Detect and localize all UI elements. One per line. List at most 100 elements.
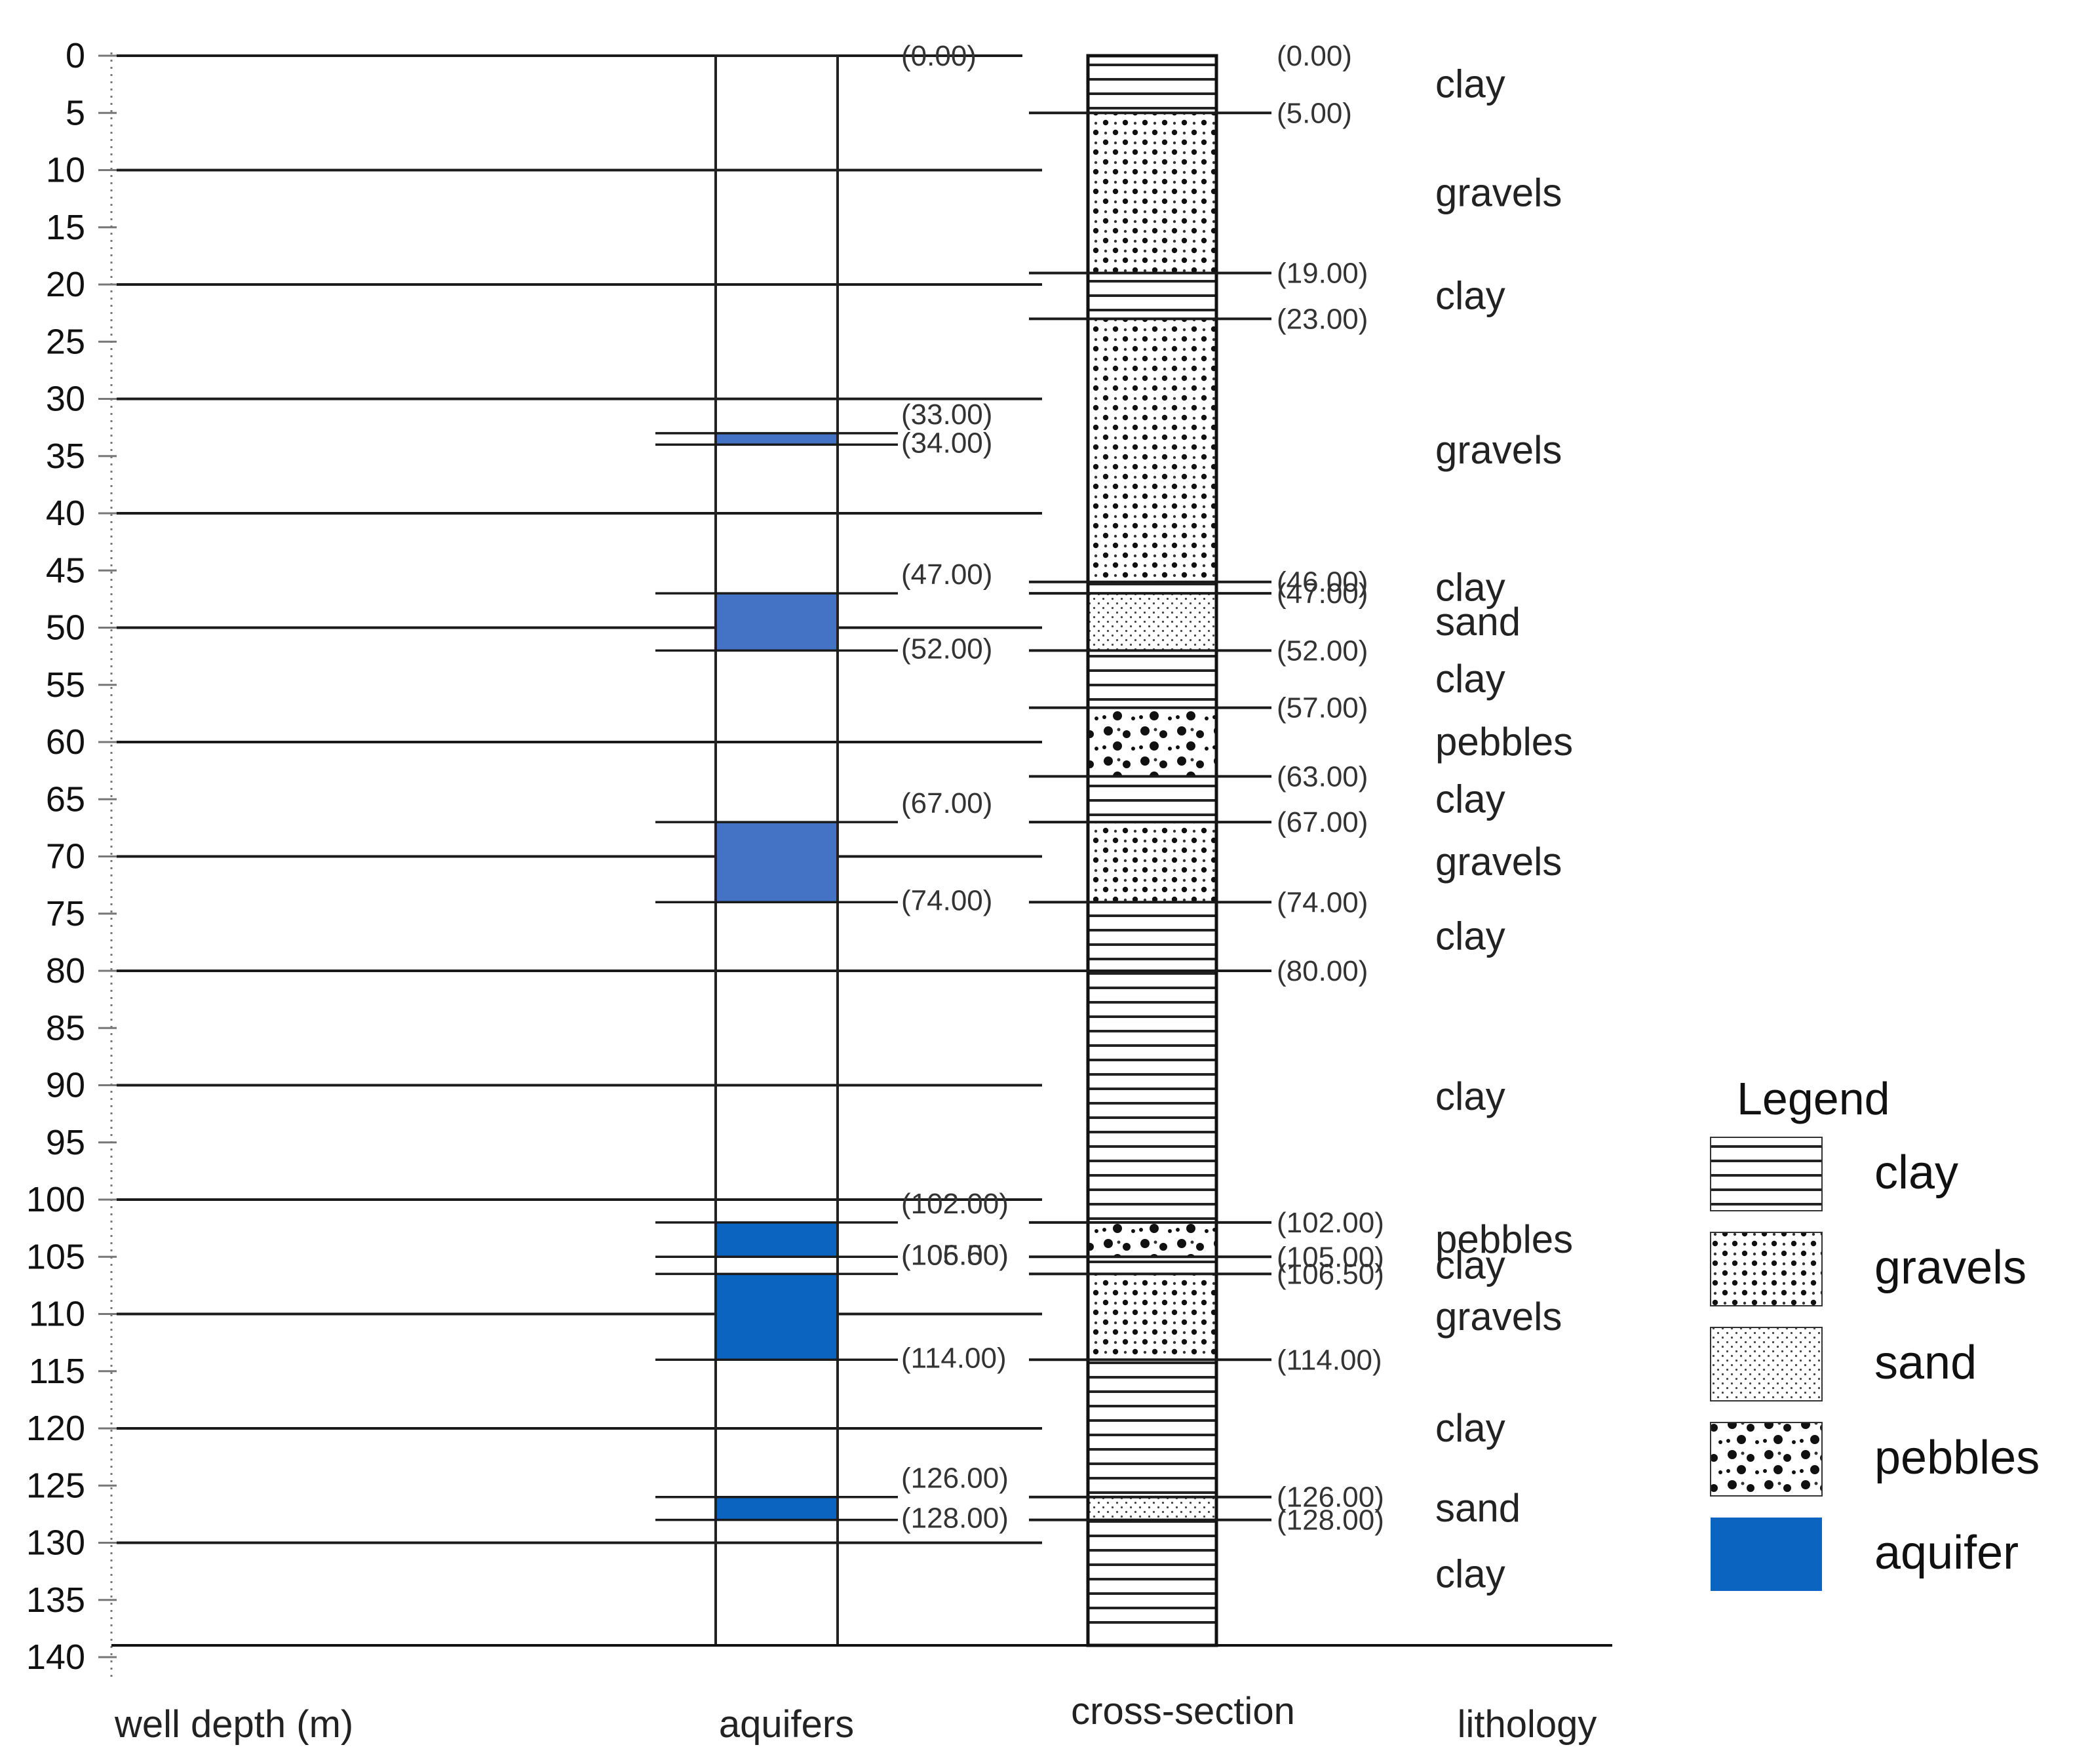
lithology-layer-pebbles — [1089, 1222, 1215, 1257]
depth-tick-label: 110 — [29, 1295, 85, 1334]
aquifer-depth-label: (34.00) — [901, 427, 992, 459]
lithology-depth-label: (106.50) — [1277, 1258, 1384, 1290]
aquifer-block — [717, 822, 836, 903]
lithology-label: sand — [1435, 1486, 1521, 1530]
lithology-label: clay — [1435, 1406, 1505, 1450]
aquifer-block — [717, 1497, 836, 1520]
lithology-boundaries: (0.00) (5.00) (19.00) (23.00) (46.00)(47.00)… — [1029, 40, 1384, 1537]
depth-axis: 0 5 10 15 20 25 30 35 40 45 50 55 60 65 70 75 80 85 90 95 10… — [26, 36, 117, 1678]
legend-label: pebbles — [1874, 1432, 2040, 1484]
lithology-label: gravels — [1435, 170, 1562, 214]
depth-tick-label: 90 — [46, 1066, 85, 1105]
legend: Legend clay gravels sand pebbles aquifer — [1710, 1073, 2040, 1591]
lithology-depth-label: (128.00) — [1277, 1504, 1384, 1537]
depth-tick-label: 115 — [29, 1352, 85, 1391]
aquifer-block — [717, 433, 836, 445]
lithology-depth-label: (52.00) — [1277, 635, 1368, 667]
lithology-layer-gravels — [1089, 113, 1215, 273]
lithology-label: sand — [1435, 600, 1521, 644]
lithology-layer-pebbles — [1089, 707, 1215, 777]
lithology-layer-clay — [1089, 1360, 1215, 1497]
lithology-depth-label: (19.00) — [1277, 258, 1368, 290]
depth-tick-label: 15 — [46, 208, 85, 247]
aquifer-block — [717, 1274, 836, 1360]
lithology-label: clay — [1435, 657, 1505, 701]
lithology-layer-sand — [1089, 593, 1215, 651]
lithology-label: clay — [1435, 777, 1505, 821]
depth-tick-label: 100 — [26, 1180, 85, 1219]
depth-tick-label: 75 — [46, 894, 85, 933]
depth-tick-label: 0 — [66, 36, 85, 75]
legend-label: sand — [1874, 1337, 1977, 1389]
legend-label: gravels — [1874, 1242, 2026, 1294]
legend-label: clay — [1874, 1147, 1958, 1199]
aquifer-depth-label: (33.00) — [901, 399, 992, 431]
aquifer-block — [717, 593, 836, 651]
lithology-depth-label: (57.00) — [1277, 692, 1368, 724]
cross-section-column-title: cross-section — [1071, 1690, 1295, 1733]
depth-tick-label: 130 — [26, 1523, 85, 1563]
depth-tick-label: 30 — [46, 380, 85, 419]
aquifer-boundaries: (0.00) (33.00)(34.00) (47.00) (52.00) (67.00… — [655, 40, 1009, 1535]
depth-tick-label: 105 — [26, 1237, 85, 1276]
depth-tick-label: 5 — [66, 93, 85, 132]
legend-swatch-gravels — [1710, 1232, 1823, 1306]
lithology-depth-label: (23.00) — [1277, 303, 1368, 335]
depth-tick-label: 55 — [46, 665, 85, 705]
aquifer-depth-label: (106.50) — [901, 1239, 1009, 1271]
aquifer-depth-label: (47.00) — [901, 559, 992, 591]
lithology-label: clay — [1435, 273, 1505, 317]
depth-tick-label: 25 — [46, 322, 85, 361]
lithology-label: gravels — [1435, 428, 1562, 472]
lithology-label: clay — [1435, 1552, 1505, 1596]
lithology-layers — [1089, 56, 1215, 1629]
depth-tick-label: 50 — [46, 608, 85, 648]
aquifer-depth-label: (126.00) — [901, 1462, 1009, 1495]
depth-tick-label: 85 — [46, 1008, 85, 1048]
lithology-label: clay — [1435, 62, 1505, 106]
legend-items: clay gravels sand pebbles aquifer — [1710, 1137, 2040, 1591]
lithology-layer-clay — [1089, 971, 1215, 1223]
lithology-depth-label: (63.00) — [1277, 760, 1368, 793]
lithology-label: gravels — [1435, 840, 1562, 884]
depth-tick-labels: 0 5 10 15 20 25 30 35 40 45 50 55 60 65 70 75 80 85 90 95 10… — [26, 36, 117, 1677]
depth-tick-label: 65 — [46, 779, 85, 819]
aquifer-depth-label: (74.00) — [901, 884, 992, 916]
aquifer-block — [717, 1222, 836, 1257]
depth-tick-label: 95 — [46, 1123, 85, 1162]
lithology-depth-label: (80.00) — [1277, 955, 1368, 987]
aquifer-depth-label: (128.00) — [901, 1502, 1009, 1535]
lithology-layer-gravels — [1089, 319, 1215, 582]
depth-gridlines — [117, 54, 1042, 1544]
lithology-depth-label: (126.00) — [1277, 1481, 1384, 1514]
lithology-label: pebbles — [1435, 1217, 1573, 1261]
aquifer-depth-label: (102.00) — [901, 1188, 1009, 1220]
lithology-depth-label: (114.00) — [1277, 1344, 1382, 1376]
depth-tick-label: 125 — [26, 1466, 85, 1505]
depth-tick-label: 60 — [46, 722, 85, 762]
depth-tick-label: 70 — [46, 837, 85, 876]
aquifer-depth-label: (0.00) — [901, 40, 977, 72]
legend-swatch-sand — [1710, 1327, 1823, 1401]
depth-axis-title: well depth (m) — [114, 1703, 353, 1746]
lithology-depth-label: (105.00) — [1277, 1241, 1384, 1273]
lithology-label: clay — [1435, 565, 1505, 609]
lithology-depth-label: (46.00) — [1277, 566, 1368, 598]
lithology-label: gravels — [1435, 1295, 1562, 1339]
depth-tick-label: 45 — [46, 551, 85, 590]
lithology-layer-clay — [1089, 273, 1215, 319]
aquifer-column: (0.00) (33.00)(34.00) (47.00) (52.00) (67.00… — [655, 40, 1009, 1647]
lithology-layer-gravels — [1089, 1274, 1215, 1360]
lithology-layer-clay — [1089, 1519, 1215, 1629]
cross-section-column: (0.00) (5.00) (19.00) (23.00) (46.00)(47.00)… — [1029, 40, 1573, 1647]
depth-tick-label: 20 — [46, 265, 85, 304]
lithology-depth-label: (0.00) — [1277, 40, 1352, 72]
legend-swatch-aquifer — [1711, 1518, 1822, 1591]
aquifer-blocks — [717, 433, 836, 1520]
lithology-labels: claygravelsclaygravelsclaysandclaypebble… — [1435, 62, 1573, 1596]
lithology-layer-clay — [1089, 56, 1215, 113]
lithology-layer-clay — [1089, 902, 1215, 971]
lithology-layer-clay — [1089, 581, 1215, 594]
legend-swatch-clay — [1710, 1137, 1823, 1211]
depth-tick-label: 35 — [46, 437, 85, 476]
